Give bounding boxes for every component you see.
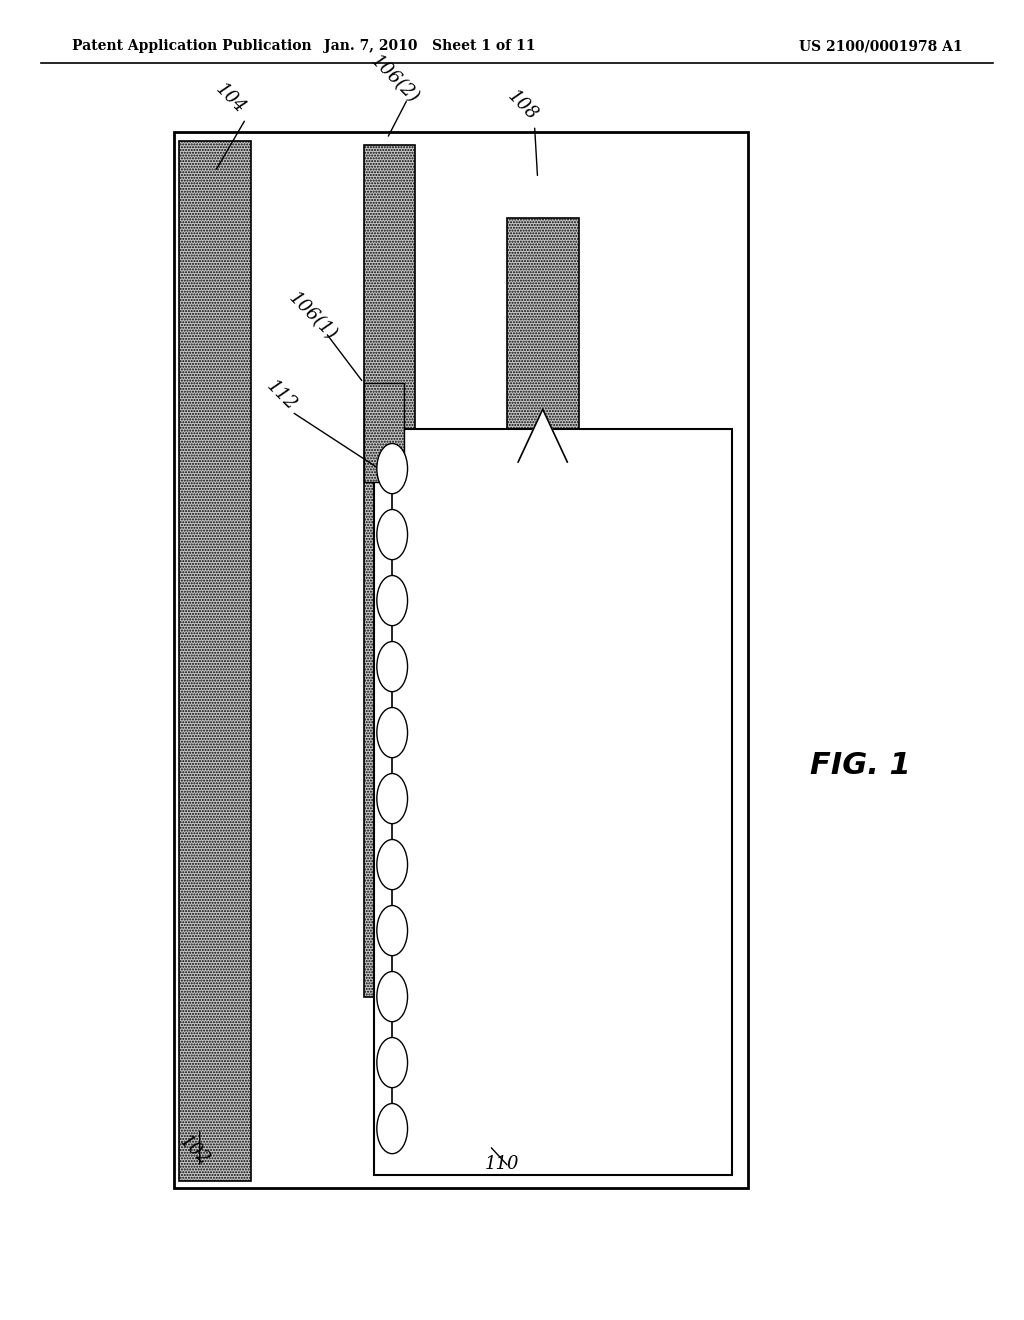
Bar bbox=[374, 429, 732, 1175]
Text: 112: 112 bbox=[263, 378, 300, 414]
Bar bbox=[364, 145, 415, 997]
Ellipse shape bbox=[377, 1104, 408, 1154]
Ellipse shape bbox=[377, 642, 408, 692]
Bar bbox=[507, 218, 579, 462]
Text: 106(1): 106(1) bbox=[285, 289, 340, 345]
Text: Patent Application Publication: Patent Application Publication bbox=[72, 40, 311, 53]
Text: 106(2): 106(2) bbox=[367, 51, 422, 107]
Ellipse shape bbox=[377, 972, 408, 1022]
Ellipse shape bbox=[377, 510, 408, 560]
Text: US 2100/0001978 A1: US 2100/0001978 A1 bbox=[799, 40, 963, 53]
Bar bbox=[364, 383, 404, 482]
Text: Jan. 7, 2010   Sheet 1 of 11: Jan. 7, 2010 Sheet 1 of 11 bbox=[325, 40, 536, 53]
Ellipse shape bbox=[377, 708, 408, 758]
Ellipse shape bbox=[377, 774, 408, 824]
Bar bbox=[179, 141, 251, 1181]
Text: 102: 102 bbox=[176, 1133, 213, 1170]
Polygon shape bbox=[518, 409, 567, 462]
Ellipse shape bbox=[377, 576, 408, 626]
Ellipse shape bbox=[377, 1038, 408, 1088]
Text: 104: 104 bbox=[212, 81, 249, 117]
Bar bbox=[174, 132, 748, 1188]
Ellipse shape bbox=[377, 840, 408, 890]
Text: 108: 108 bbox=[504, 87, 541, 124]
Ellipse shape bbox=[377, 906, 408, 956]
Text: 110: 110 bbox=[484, 1155, 519, 1173]
Text: FIG. 1: FIG. 1 bbox=[810, 751, 910, 780]
Ellipse shape bbox=[377, 444, 408, 494]
